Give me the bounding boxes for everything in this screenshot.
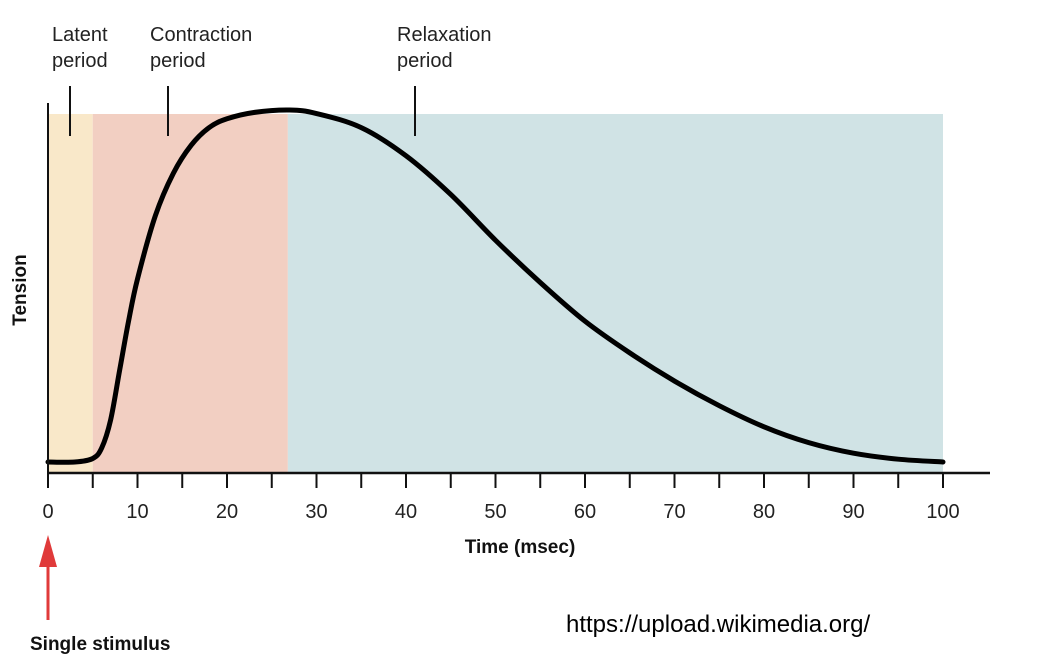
x-tick-label: 0	[42, 501, 53, 523]
x-tick-label: 10	[126, 501, 148, 523]
stimulus-label: Single stimulus	[30, 634, 170, 655]
latent-period-label: period	[52, 50, 108, 72]
x-tick-label: 70	[663, 501, 685, 523]
x-tick-label: 80	[753, 501, 775, 523]
x-tick-label: 100	[926, 501, 959, 523]
x-tick-label: 50	[484, 501, 506, 523]
x-tick-label: 90	[842, 501, 864, 523]
contraction-period-region	[92, 114, 288, 473]
y-axis-title: Tension	[10, 254, 31, 325]
relaxation-period-label: period	[397, 50, 453, 72]
x-tick-label: 30	[305, 501, 327, 523]
latent-period-region	[48, 114, 93, 473]
relaxation-period-region	[287, 114, 943, 473]
x-axis-title: Time (msec)	[465, 537, 576, 558]
x-tick-label: 60	[574, 501, 596, 523]
stimulus-arrowhead-icon	[39, 535, 57, 567]
source-url: https://upload.wikimedia.org/	[566, 611, 871, 638]
contraction-period-label: period	[150, 50, 206, 72]
contraction-period-label: Contraction	[150, 24, 252, 46]
x-tick-label: 20	[216, 501, 238, 523]
x-tick-label: 40	[395, 501, 417, 523]
tension-curve	[45, 107, 946, 465]
latent-period-label: Latent	[52, 24, 108, 46]
relaxation-period-label: Relaxation	[397, 24, 492, 46]
